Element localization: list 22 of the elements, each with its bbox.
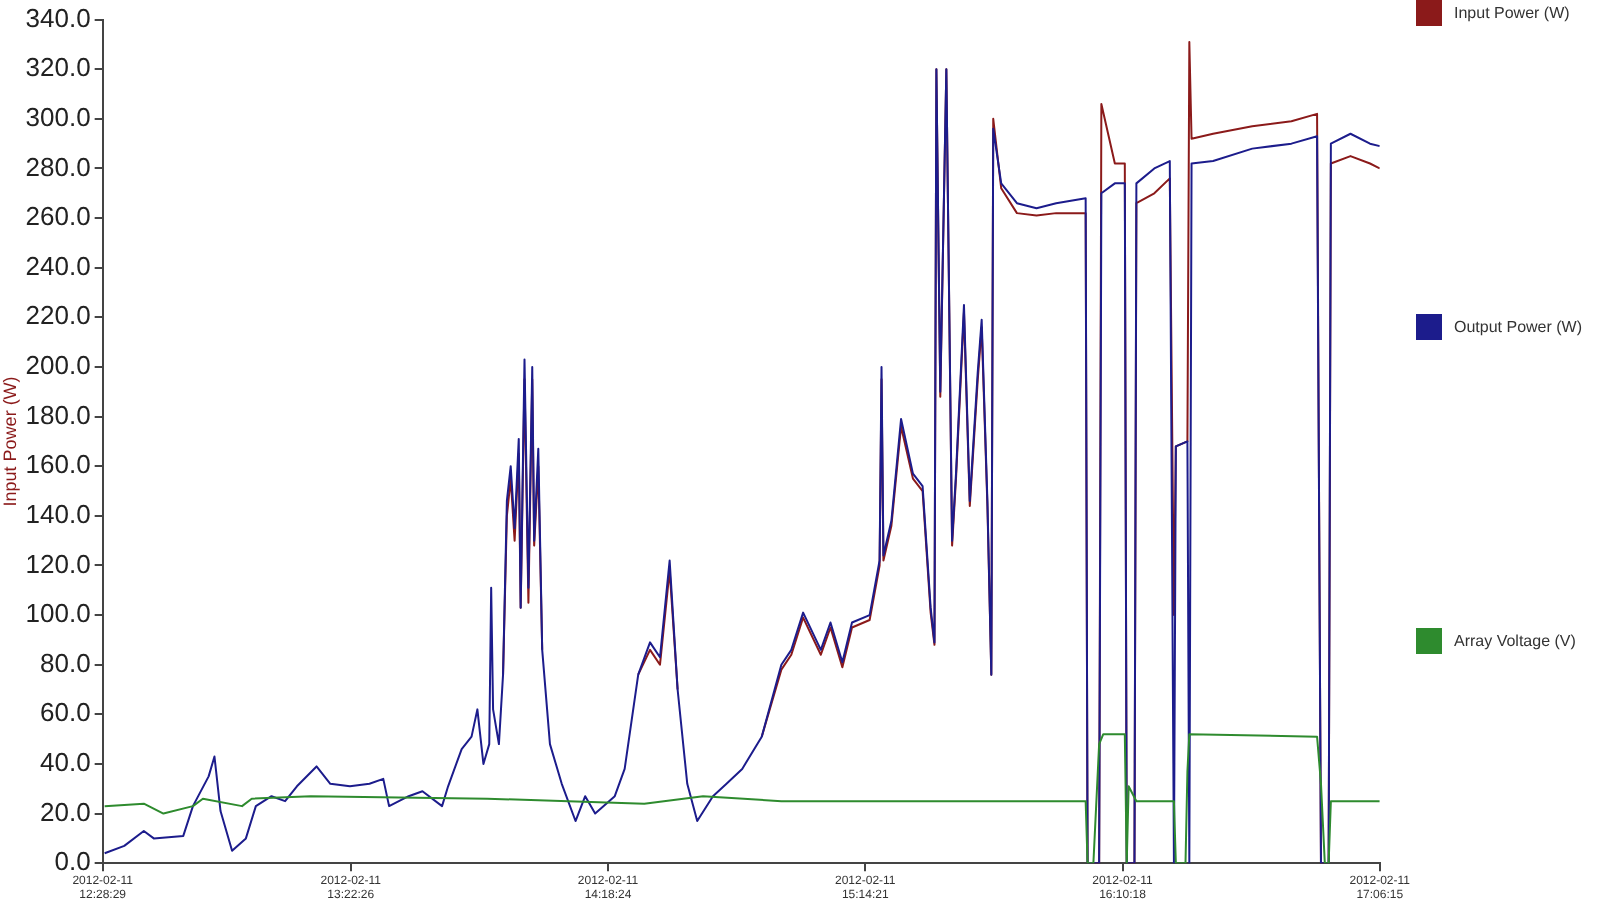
y-tick-label: 300.0	[25, 102, 91, 132]
y-tick-label: 340.0	[25, 2, 91, 33]
y-tick-label: 160.0	[25, 449, 91, 480]
y-tick-label: 20.0	[40, 796, 91, 827]
y-tick-label: 220.0	[25, 300, 91, 331]
y-tick-label: 320.0	[25, 52, 91, 83]
y-tick-label: 280.0	[25, 151, 91, 182]
y-tick-label: 80.0	[40, 647, 91, 678]
y-axis-title: Input Power (W)	[0, 376, 20, 507]
y-tick-label: 120.0	[25, 548, 91, 579]
y-tick-label: 40.0	[40, 747, 91, 778]
legend-label: Array Voltage (V)	[1454, 632, 1576, 650]
y-tick-label: 60.0	[40, 697, 91, 728]
legend-label: Output Power (W)	[1454, 318, 1583, 336]
y-tick-label: 200.0	[25, 350, 91, 381]
y-tick-label: 100.0	[25, 598, 91, 629]
y-tick-label: 140.0	[25, 498, 91, 529]
y-tick-label: 180.0	[25, 399, 91, 430]
legend-label: Input Power (W)	[1454, 4, 1570, 22]
y-tick-label: 0.0	[54, 846, 91, 877]
y-tick-label: 240.0	[25, 250, 91, 281]
y-tick-label: 260.0	[25, 201, 91, 232]
